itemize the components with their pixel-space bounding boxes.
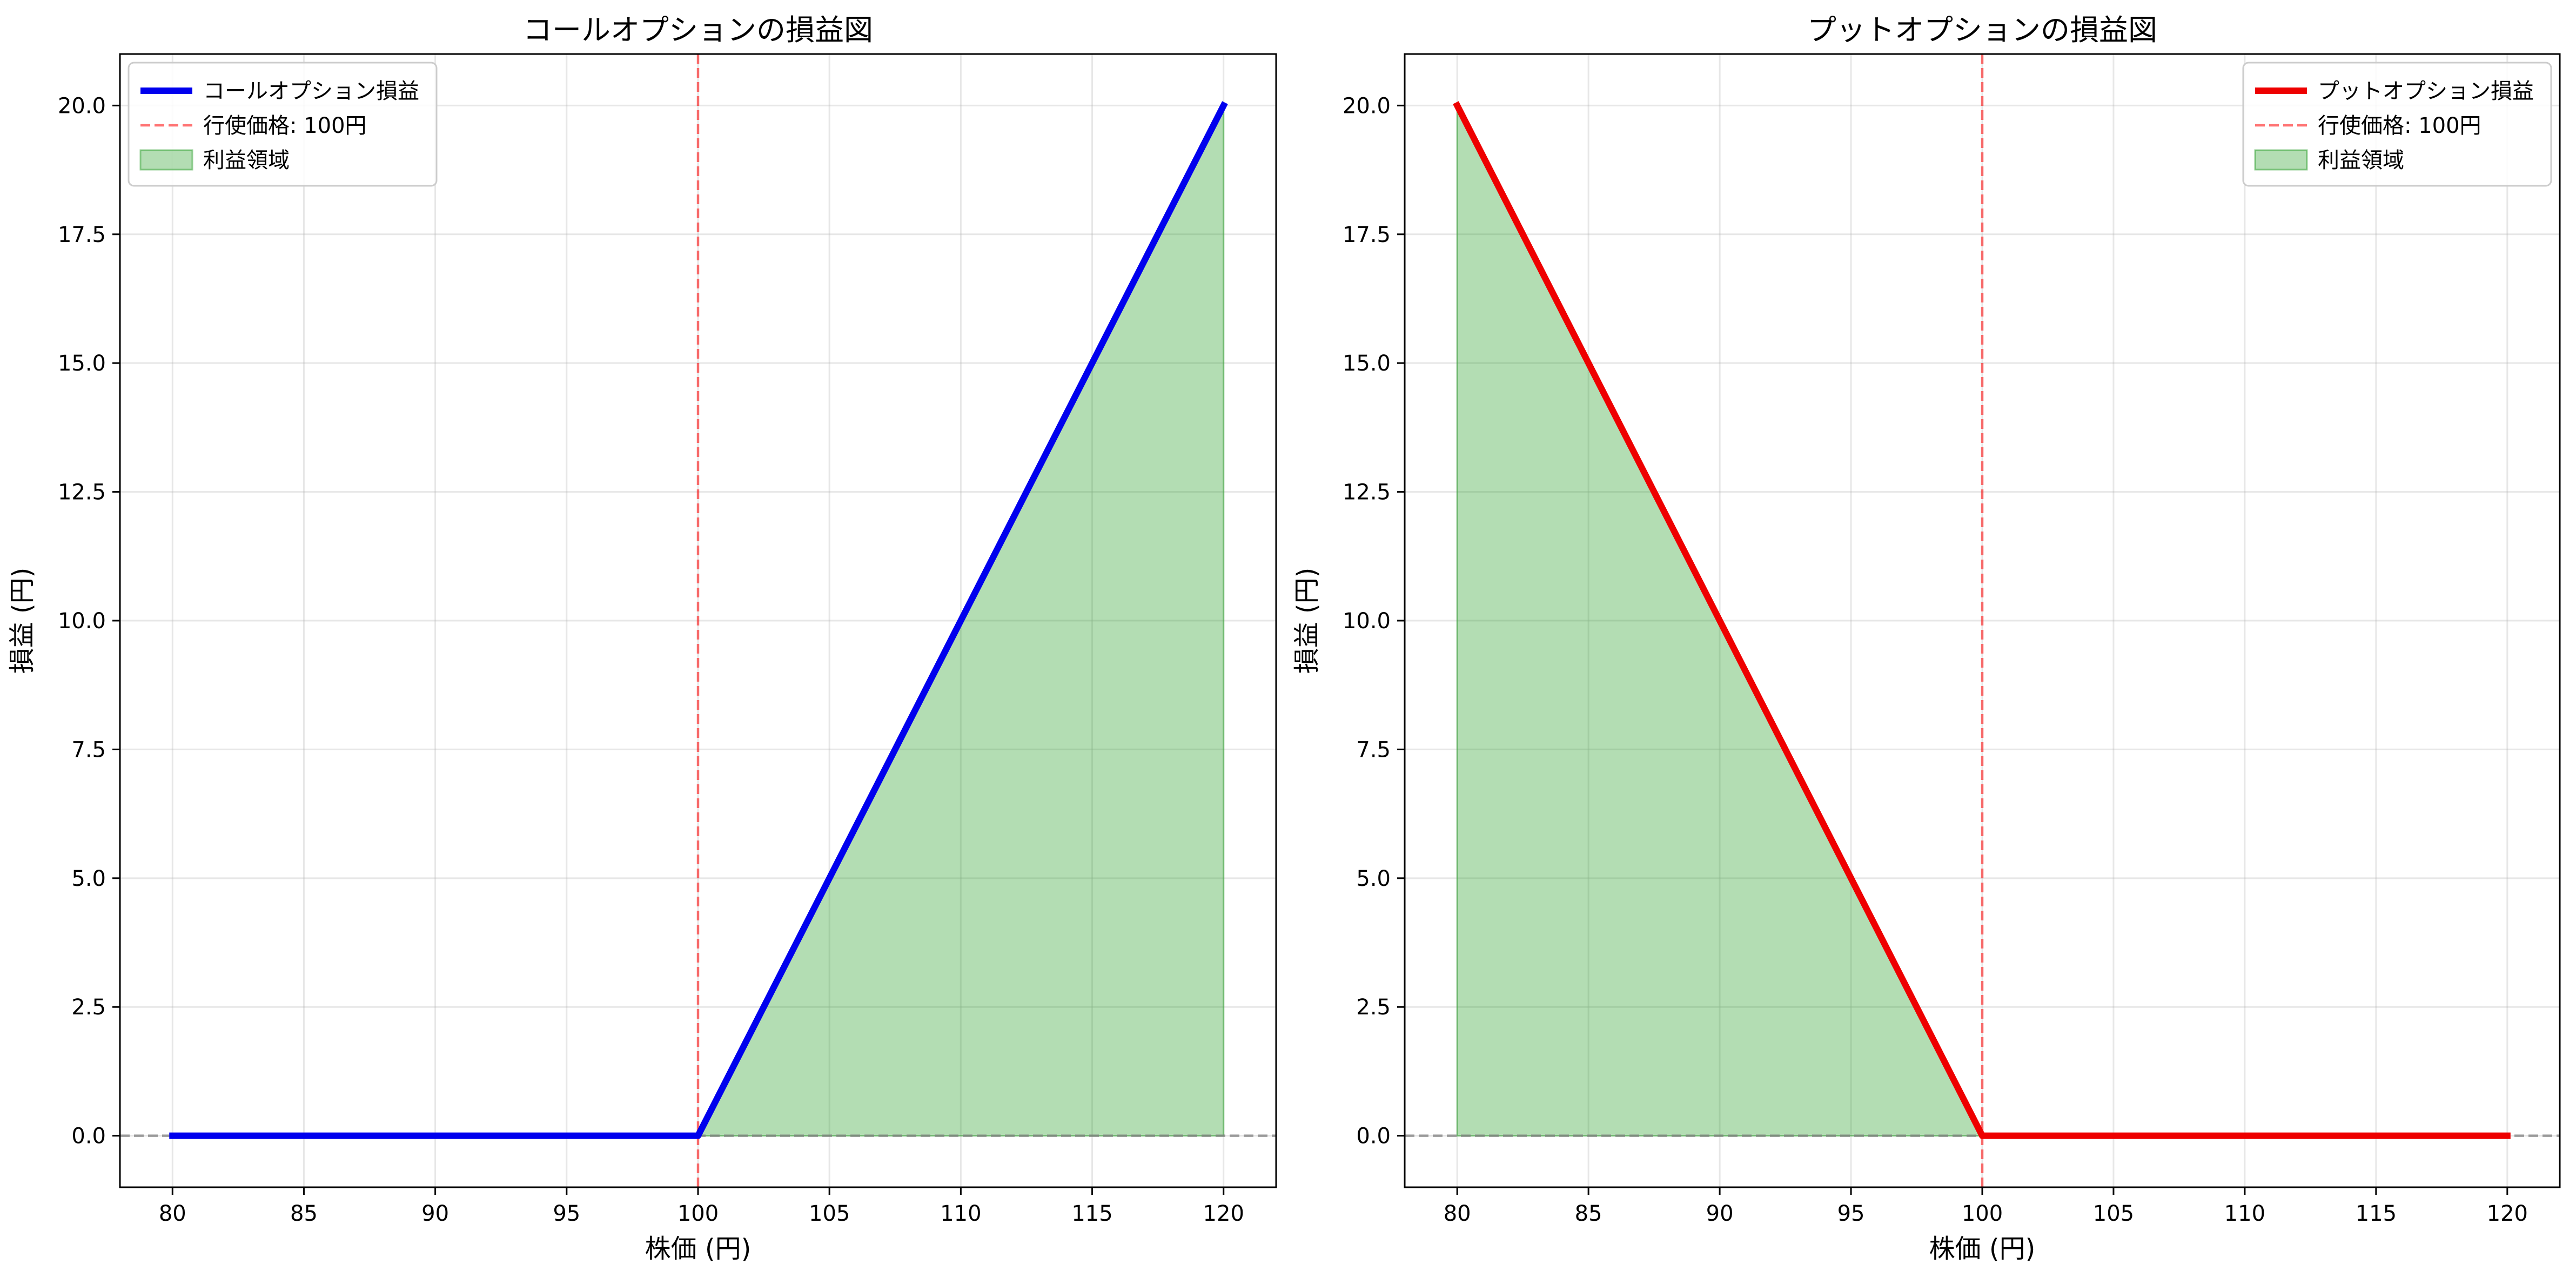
legend-profit-label: 利益領域 [203,148,290,173]
legend-strike-label: 行使価格: 100円 [203,113,367,138]
y-tick-label: 5.0 [71,866,106,891]
x-tick-label: 105 [809,1201,850,1226]
plot-area [120,54,1276,1187]
y-tick-label: 5.0 [1356,866,1391,891]
legend-series-label: コールオプション損益 [203,79,419,104]
series-line [169,101,1228,1139]
x-tick-label: 85 [1575,1201,1602,1226]
y-tick-label: 2.5 [1356,995,1391,1020]
y-tick-label: 15.0 [1343,351,1391,376]
y-tick-label: 20.0 [58,93,106,118]
y-tick-label: 7.5 [1356,737,1391,762]
x-tick-label: 120 [1203,1201,1244,1226]
chart-panel-2: 80 85 90 95 100 105 110 115 120 0.0 2.5 5.0 7.5 10.0 1… [1292,13,2561,1264]
y-tick-label: 12.5 [1343,480,1391,505]
x-tick-label: 110 [2224,1201,2265,1226]
x-tick-label: 90 [421,1201,449,1226]
x-tick-label: 95 [1837,1201,1865,1226]
x-tick-label: 115 [1071,1201,1112,1226]
x-tick-label: 80 [1444,1201,1471,1226]
legend-profit-swatch [2254,149,2308,171]
x-tick-label: 120 [2487,1201,2528,1226]
y-axis-label: 損益 (円) [1292,568,1322,674]
x-tick-label: 85 [290,1201,318,1226]
legend-profit-swatch [139,149,193,171]
x-tick-label: 90 [1706,1201,1734,1226]
y-tick-label: 17.5 [1343,223,1391,247]
x-tick-label: 95 [553,1201,580,1226]
series-line [1453,101,2511,1139]
x-axis-label: 株価 (円) [645,1234,752,1264]
y-tick-label: 7.5 [71,737,106,762]
x-tick-label: 115 [2356,1201,2397,1226]
chart-panel-1: 80 85 90 95 100 105 110 115 120 0.0 2.5 5.0 7.5 10.0 1… [7,13,1277,1264]
y-tick-label: 0.0 [71,1124,106,1149]
y-tick-label: 15.0 [58,351,106,376]
y-axis-label: 損益 (円) [7,568,37,674]
x-axis-label: 株価 (円) [1929,1234,2036,1264]
chart-title: コールオプションの損益図 [523,13,873,47]
y-tick-label: 10.0 [58,609,106,634]
x-tick-label: 80 [159,1201,186,1226]
x-tick-label: 100 [1962,1201,2003,1226]
y-tick-label: 12.5 [58,480,106,505]
legend-profit-label: 利益領域 [2318,148,2404,173]
y-tick-label: 20.0 [1343,93,1391,118]
x-tick-label: 105 [2093,1201,2134,1226]
plot-area [1405,54,2560,1187]
legend-series-label: プットオプション損益 [2318,79,2534,104]
legend-box [128,62,438,187]
y-tick-label: 0.0 [1356,1124,1391,1149]
legend-box [2242,62,2552,187]
y-tick-label: 2.5 [71,995,106,1020]
x-tick-label: 110 [940,1201,981,1226]
chart-title: プットオプションの損益図 [1807,13,2157,47]
y-tick-label: 17.5 [58,223,106,247]
legend-strike-label: 行使価格: 100円 [2318,113,2481,138]
y-tick-label: 10.0 [1343,609,1391,634]
x-tick-label: 100 [677,1201,719,1226]
